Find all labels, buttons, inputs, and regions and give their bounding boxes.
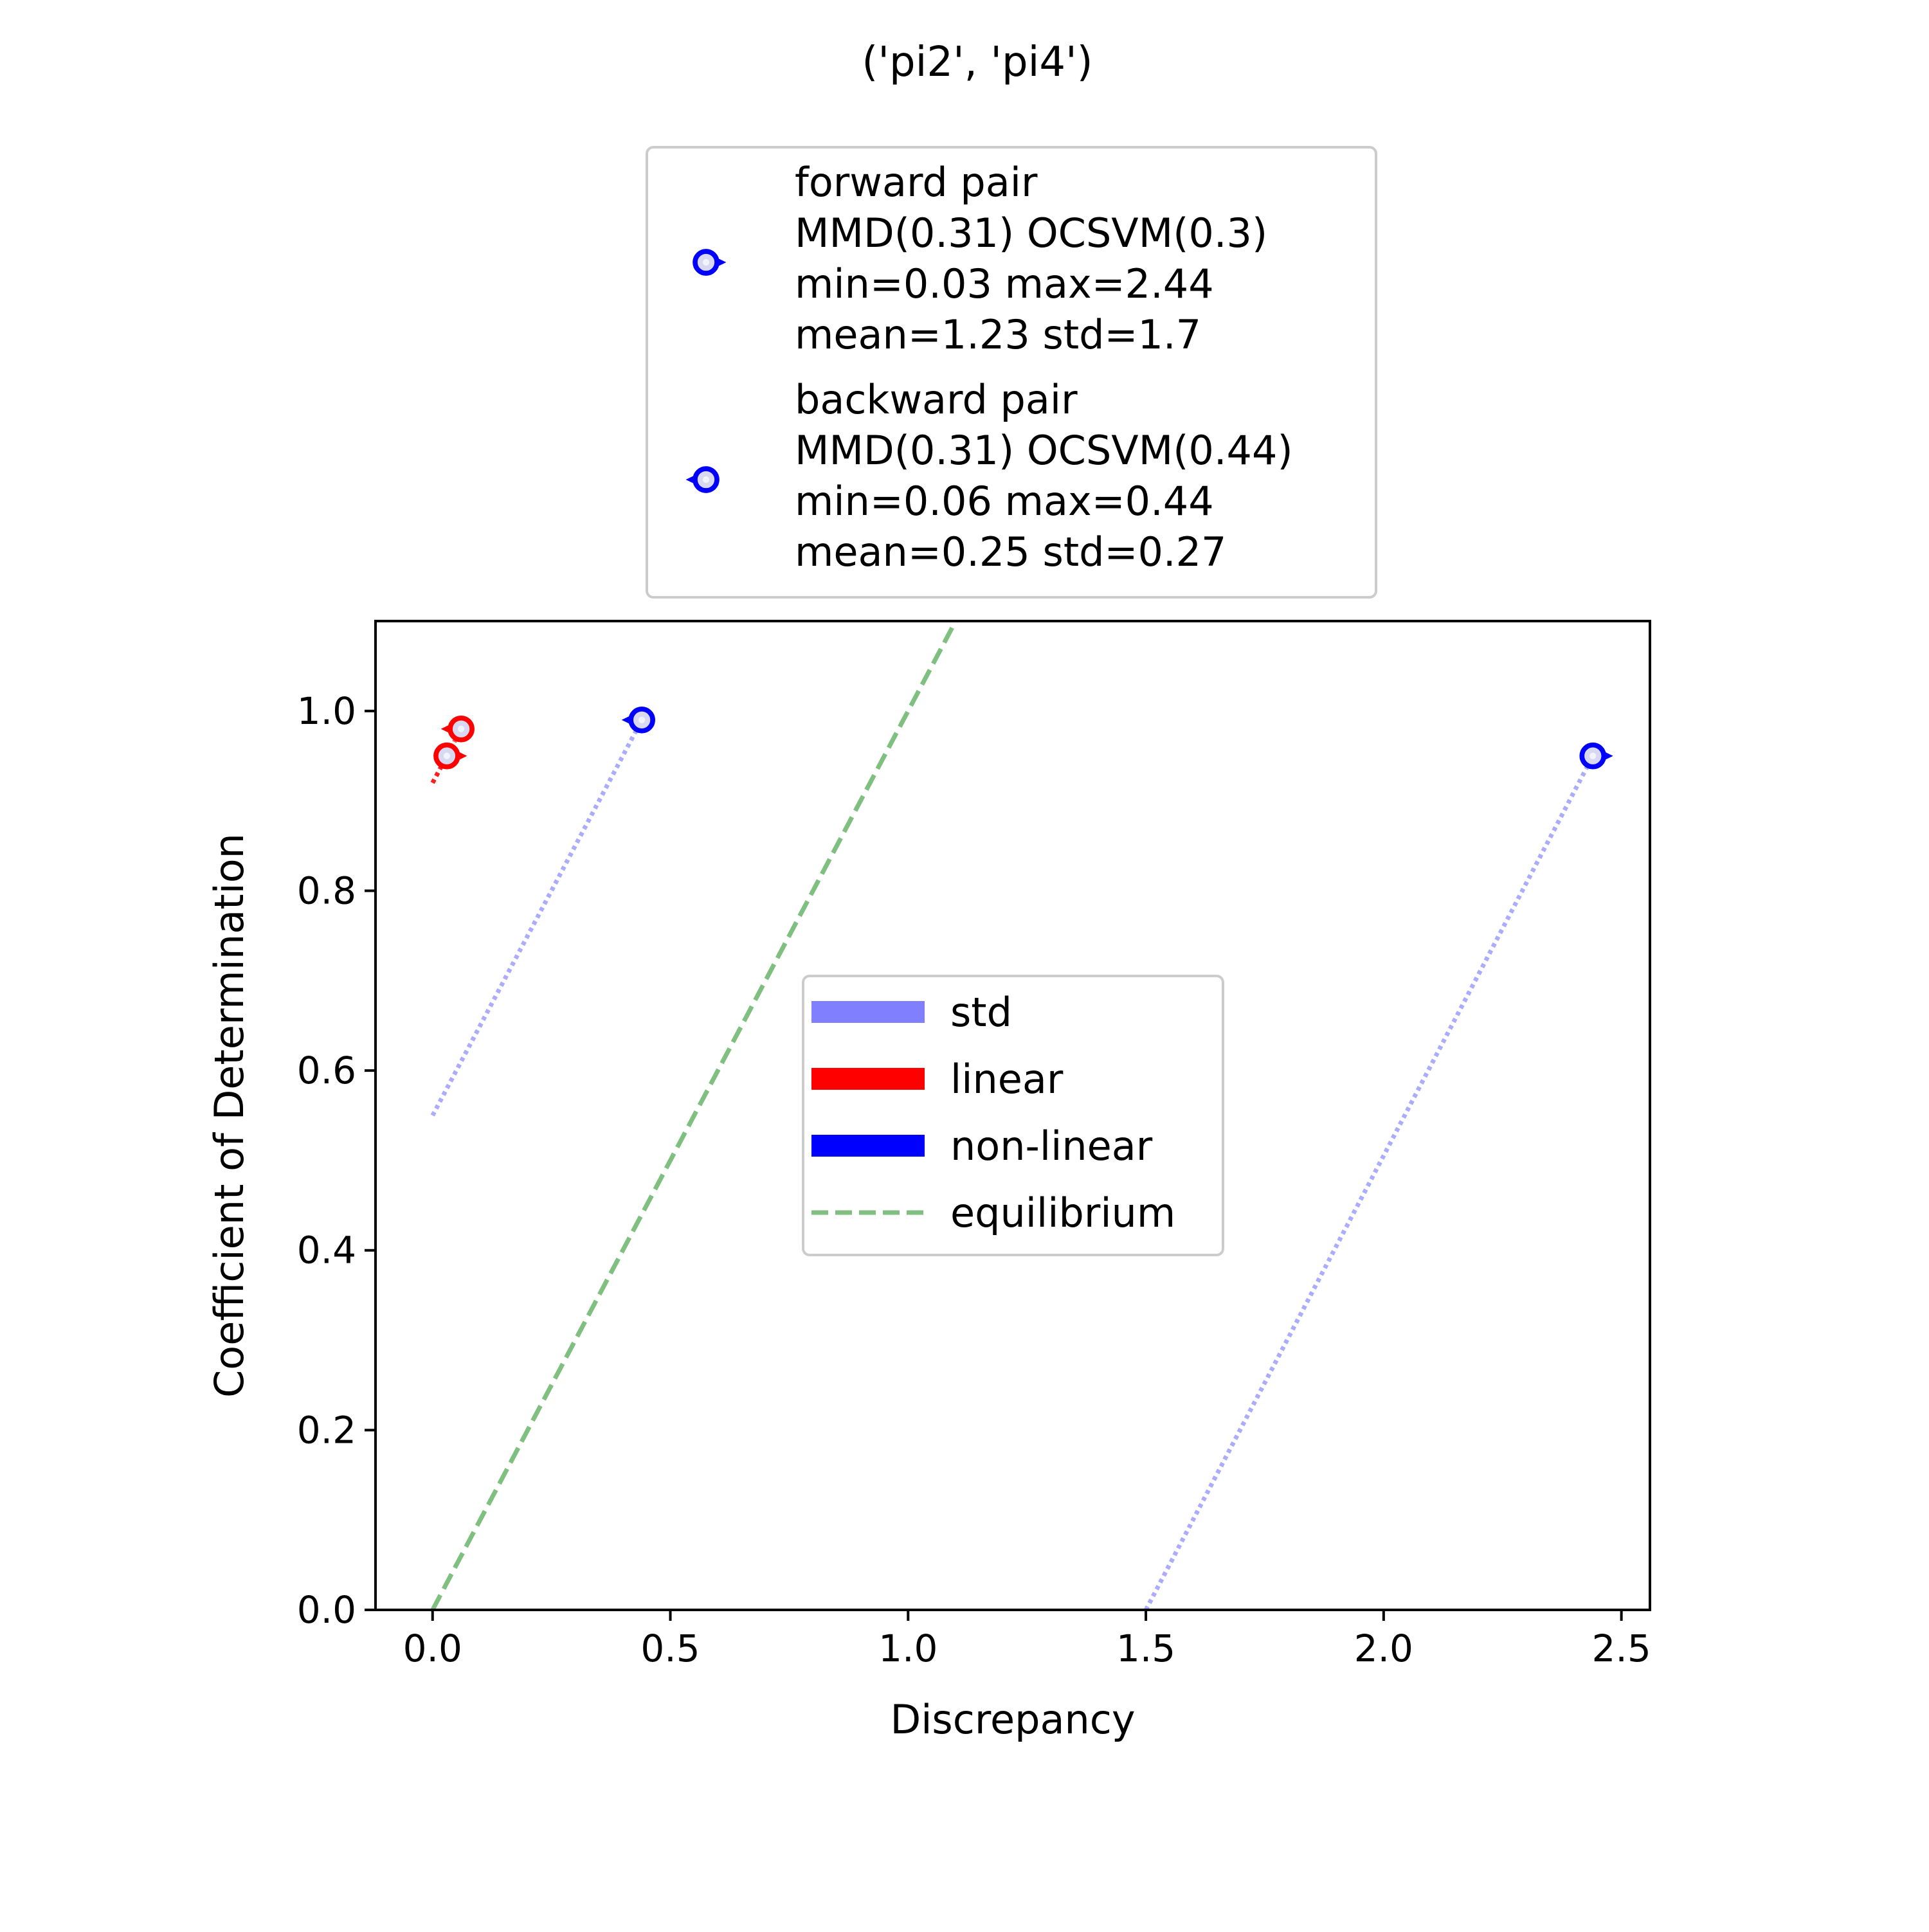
y-tick-label: 0.0 <box>297 1588 356 1632</box>
plot-area: 0.0 0.5 1.0 1.5 2.0 2.5 0.0 0.2 0.4 0.6 0.8 1.0 <box>297 620 1651 1670</box>
top-legend-line: mean=0.25 std=0.27 <box>795 528 1227 575</box>
x-tick-label: 2.0 <box>1354 1627 1413 1670</box>
plot-frame <box>374 620 1651 1611</box>
x-tick-label: 0.5 <box>640 1627 700 1670</box>
data-point-0-1 <box>433 742 467 770</box>
std-line-1-1 <box>430 728 464 784</box>
top-legend-line: forward pair <box>795 159 1038 206</box>
legend-label: equilibrium <box>950 1189 1175 1236</box>
top-legend-line: MMD(0.31) OCSVM(0.3) <box>795 210 1267 257</box>
y-axis-label: Coefficient of Determination <box>206 833 253 1398</box>
x-tick-label: 0.0 <box>403 1627 462 1670</box>
y-tick-label: 0.6 <box>297 1049 356 1092</box>
inner-legend-item-non-linear: non-linear <box>811 1123 1153 1169</box>
inner-legend-frame <box>802 975 1224 1256</box>
y-tick-label: 0.8 <box>297 869 356 912</box>
x-axis-label: Discrepancy <box>890 1696 1135 1743</box>
equilibrium-line <box>430 621 958 1610</box>
x-tick-label: 1.5 <box>1116 1627 1175 1670</box>
std-line-1-0 <box>430 719 644 1117</box>
x-tick-label: 1.0 <box>878 1627 937 1670</box>
chart-title: ('pi2', 'pi4') <box>862 39 1092 86</box>
inner-legend-item-std: std <box>811 989 1012 1036</box>
data-point-1-0 <box>621 706 655 734</box>
data-point-1-1 <box>440 715 475 743</box>
y-tick-label: 0.2 <box>297 1408 356 1452</box>
inner-legend-item-linear: linear <box>811 1056 1064 1103</box>
top-legend-line: backward pair <box>795 376 1078 423</box>
inner-legend-item-equilibrium: equilibrium <box>811 1189 1175 1236</box>
y-tick-label: 1.0 <box>297 689 356 733</box>
y-tick-label: 0.4 <box>297 1229 356 1272</box>
top-legend-frame <box>646 146 1377 599</box>
std-line-0-0 <box>1143 755 1595 1610</box>
top-legend-line: MMD(0.31) OCSVM(0.44) <box>795 427 1293 474</box>
x-axis: 0.0 0.5 1.0 1.5 2.0 2.5 <box>403 1610 1651 1670</box>
legend-label: non-linear <box>950 1123 1153 1169</box>
y-axis: 0.0 0.2 0.4 0.6 0.8 1.0 <box>297 689 376 1632</box>
top-legend-marker-0 <box>693 249 727 276</box>
inner-legend: std linear non-linear equilibrium <box>802 975 1224 1256</box>
top-legend-marker-1 <box>685 466 720 493</box>
legend-label: std <box>950 989 1012 1036</box>
data-point-0-0 <box>1579 742 1613 770</box>
top-legend-line: min=0.06 max=0.44 <box>795 478 1214 525</box>
top-legend-line: min=0.03 max=2.44 <box>795 260 1214 307</box>
top-legend-line: mean=1.23 std=1.7 <box>795 311 1201 358</box>
legend-label: linear <box>950 1056 1064 1103</box>
x-tick-label: 2.5 <box>1592 1627 1651 1670</box>
